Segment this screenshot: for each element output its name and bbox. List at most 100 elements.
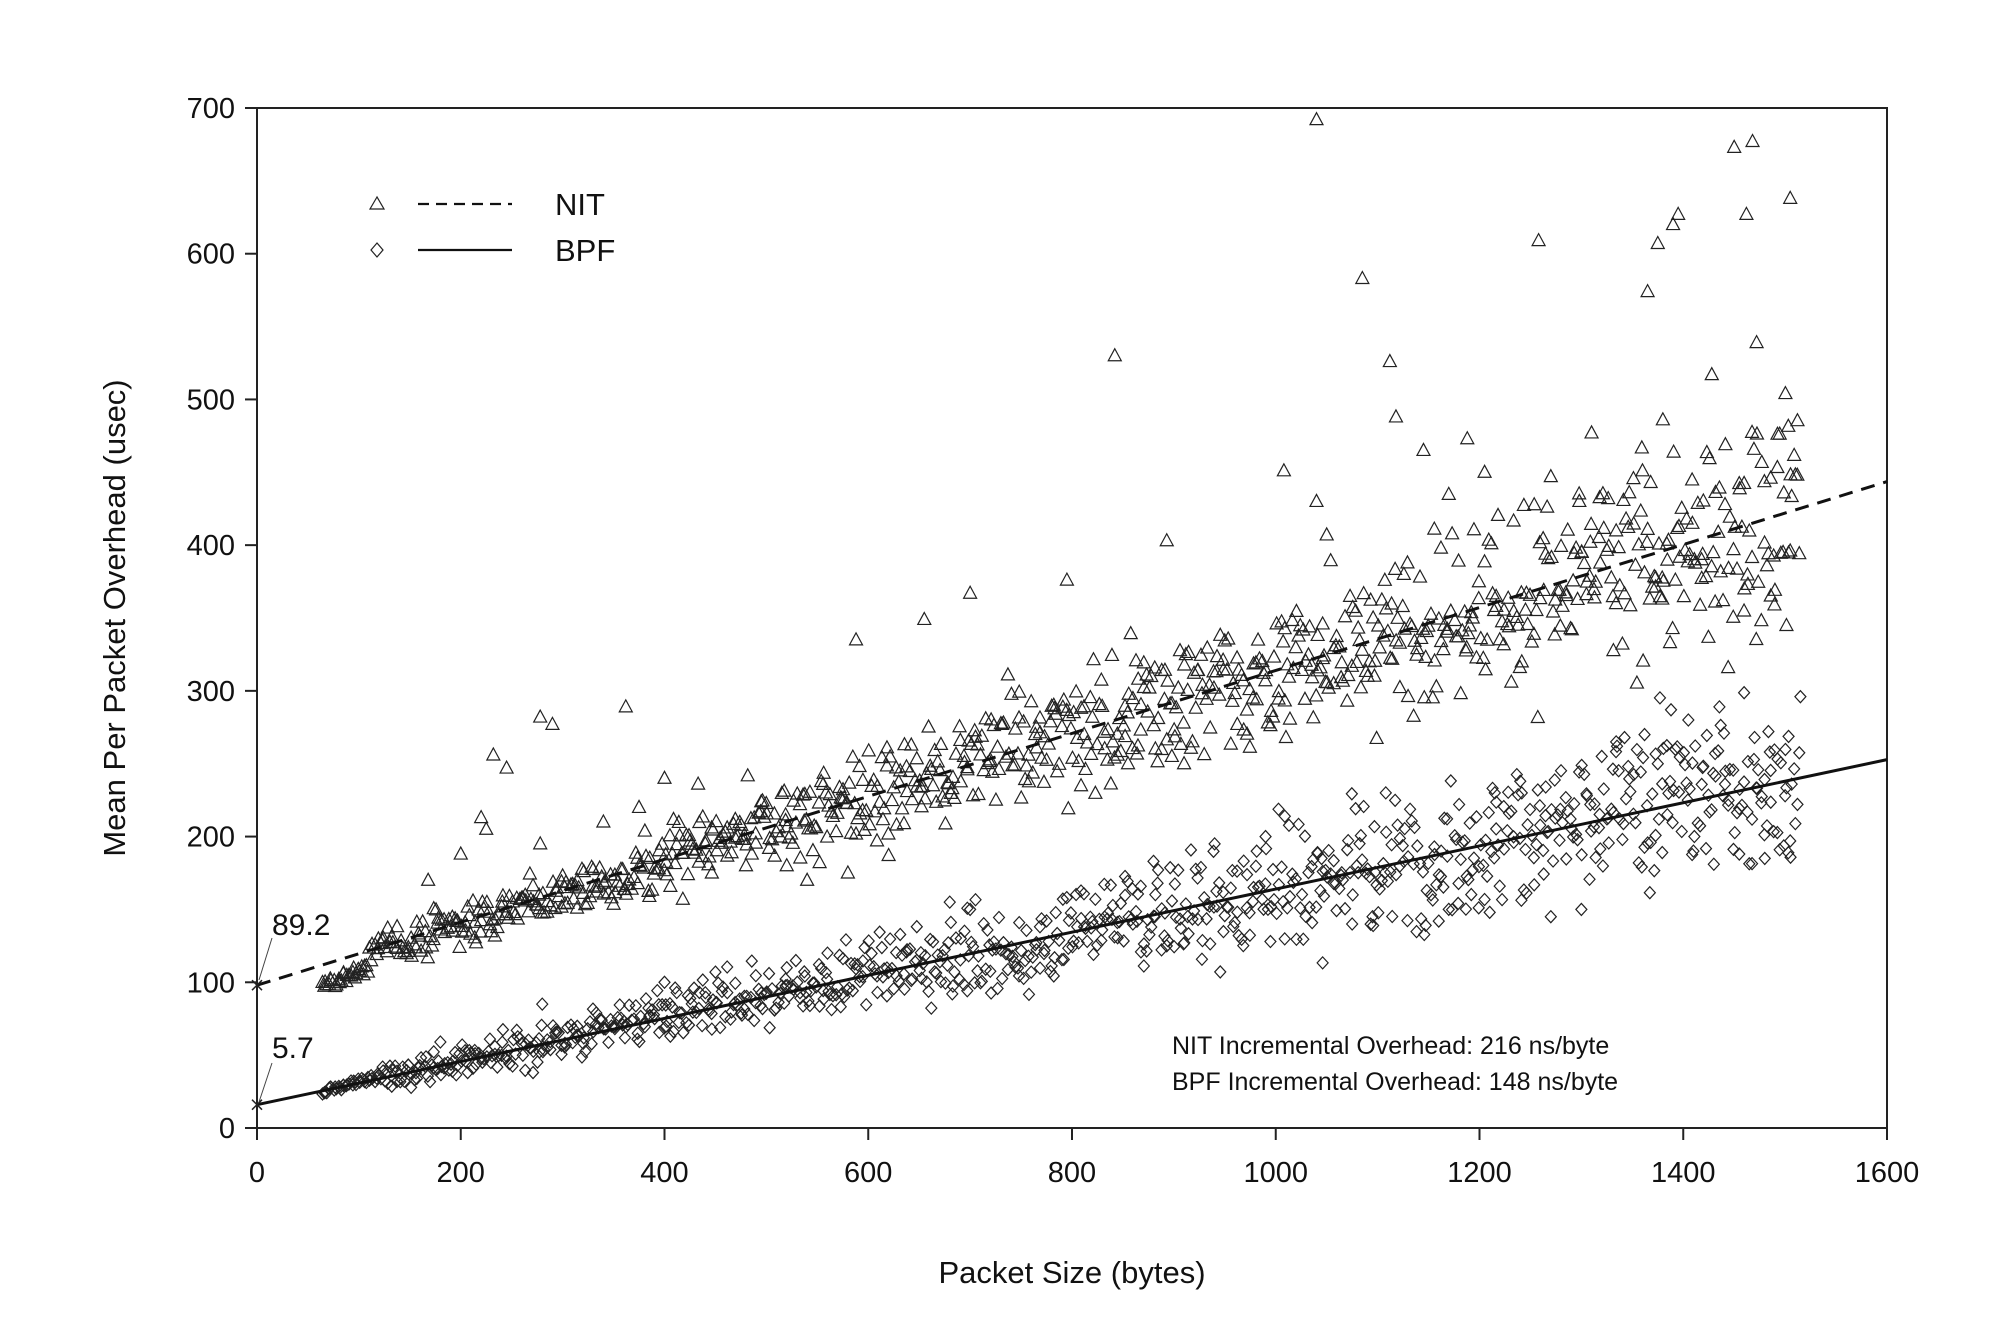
bpf-point [1649,828,1662,843]
nit-point [762,830,778,845]
bpf-point [1686,756,1699,770]
nit-point [1193,647,1209,661]
bpf-point [1717,726,1731,741]
nit-point [1584,424,1600,439]
bpf-point [385,1079,399,1094]
nit-point [393,932,409,947]
nit-point [1547,591,1563,606]
bpf-point [559,1037,573,1052]
bpf-point [1751,762,1765,777]
nit-point [1337,608,1353,623]
bpf-point [1187,904,1201,918]
nit-point [618,698,634,713]
bpf-point [1282,818,1296,833]
bpf-point [1011,961,1025,975]
bpf-point [1544,909,1558,924]
bpf-point [1677,745,1691,760]
nit-point [1083,746,1099,760]
bpf-point [1221,900,1235,915]
nit-point [1250,631,1266,646]
nit-point [628,844,644,859]
nit-point [1334,654,1350,669]
bpf-point [659,998,673,1012]
nit-point [420,872,436,886]
nit-point [1419,623,1435,638]
nit-point [1748,631,1764,646]
bpf-point [496,1022,510,1037]
nit-point [874,749,890,764]
nit-point [984,763,1000,778]
bpf-point [1108,929,1121,944]
nit-point [1374,591,1390,606]
nit-point [551,888,567,903]
bpf-point [1583,872,1596,887]
bpf-point [903,942,917,956]
nit-point [1349,654,1365,669]
nit-point [1239,725,1255,740]
bpf-point [1111,930,1124,945]
nit-point [603,889,619,904]
nit-point [1004,757,1020,772]
bpf-point [1472,859,1486,874]
nit-point [1640,283,1656,298]
bpf-point [1575,847,1588,862]
bpf-point [1789,816,1802,831]
nit-point [956,748,972,762]
bpf-point [1314,883,1327,898]
bpf-point [1261,902,1275,917]
nit-point [928,794,944,808]
bpf-point [1151,876,1164,891]
nit-point [680,866,696,881]
nit-point [869,778,885,793]
bpf-point [1393,831,1407,846]
bpf-point [1267,892,1281,907]
bpf-point [692,1001,706,1016]
bpf-point [1688,829,1701,844]
nit-point [481,903,497,918]
bpf-point [1236,938,1250,953]
nit-point [1496,601,1512,616]
bpf-point [1080,934,1094,949]
nit-point [1176,755,1192,770]
nit-point [1136,654,1152,669]
nit-point [1639,534,1655,548]
nit-point [970,786,986,801]
nit-point [1650,235,1666,250]
bpf-point [463,1043,476,1058]
nit-point [1741,522,1757,537]
nit-point [1621,484,1637,499]
bpf-point [1259,829,1272,844]
nit-point [1465,609,1481,624]
nit-point [976,762,992,777]
nit-point [1415,442,1431,457]
nit-point [468,934,484,949]
nit-point [560,895,576,909]
bpf-point [1675,824,1689,839]
nit-point [1510,616,1526,631]
nit-point [1366,667,1382,682]
nit-point [1170,679,1186,694]
bpf-point [1487,850,1501,865]
nit-point [1749,425,1765,440]
nit-point [1087,785,1103,799]
bpf-point [1638,727,1651,742]
bpf-intercept-leader [258,1062,273,1103]
bpf-point [1536,843,1550,858]
nit-point [724,844,740,859]
nit-point [1073,777,1089,792]
bpf-point [570,1019,584,1034]
nit-point [1308,111,1325,126]
bpf-point [1299,909,1312,924]
bpf-point [1317,889,1331,904]
bpf-point [1240,900,1254,915]
bpf-point [939,976,952,990]
bpf-point [796,998,810,1013]
x-tick-label: 0 [249,1157,265,1189]
bpf-point [1062,913,1076,928]
bpf-point [1246,894,1260,909]
bpf-point [713,1020,727,1035]
bpf-point [977,916,991,931]
nit-point [666,811,682,826]
nit-point [818,784,834,799]
